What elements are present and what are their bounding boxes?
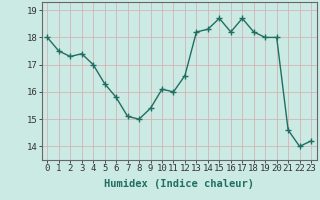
X-axis label: Humidex (Indice chaleur): Humidex (Indice chaleur) [104, 179, 254, 189]
